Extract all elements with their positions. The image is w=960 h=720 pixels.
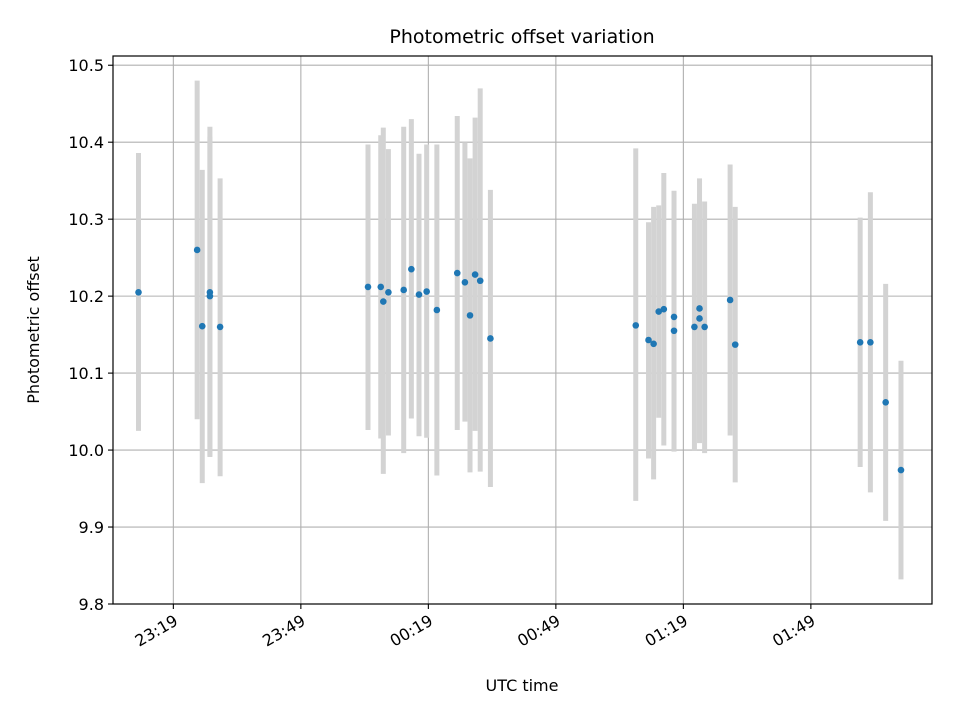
data-point (385, 288, 392, 296)
y-tick-label: 9.8 (79, 595, 104, 614)
data-point (670, 327, 678, 335)
data-point (726, 296, 734, 304)
data-point (882, 399, 889, 406)
data-point (461, 278, 469, 286)
data-point (867, 339, 874, 346)
data-point (466, 312, 474, 319)
data-point (487, 335, 494, 342)
data-points (135, 246, 905, 474)
data-point (691, 323, 698, 331)
data-point (400, 286, 408, 294)
chart-title: Photometric offset variation (389, 26, 654, 48)
data-point (423, 288, 430, 295)
data-point (645, 336, 652, 344)
data-point (453, 269, 461, 277)
data-point (193, 246, 201, 254)
y-tick-label: 10.2 (68, 287, 104, 306)
y-tick-label: 9.9 (79, 518, 104, 537)
data-point (650, 340, 657, 348)
plot-frame (112, 55, 933, 605)
data-point (380, 298, 387, 305)
data-point (206, 292, 214, 300)
data-point (897, 466, 905, 474)
data-point (696, 315, 703, 322)
y-axis: 9.8 9.9 10.0 10.1 10.2 10.3 10.4 10.5 (68, 56, 113, 614)
data-point (660, 305, 668, 313)
data-point (433, 306, 441, 314)
data-point (216, 323, 224, 331)
y-tick-label: 10.0 (68, 441, 104, 460)
data-point (731, 341, 739, 348)
data-point (632, 322, 640, 329)
data-point (364, 283, 372, 291)
data-point (408, 265, 415, 273)
y-tick-label: 10.4 (68, 133, 104, 152)
data-point (476, 277, 484, 285)
data-point (701, 323, 708, 331)
data-point (415, 291, 423, 298)
y-tick-label: 10.5 (68, 56, 104, 75)
data-point (471, 271, 479, 278)
x-axis-title: UTC time (486, 676, 559, 695)
data-point (377, 283, 385, 291)
data-point (696, 305, 703, 312)
data-point (655, 308, 663, 315)
data-point (198, 322, 206, 330)
y-tick-label: 10.3 (68, 210, 104, 229)
data-point (135, 288, 142, 296)
y-axis-title: Photometric offset (24, 256, 43, 404)
y-tick-label: 10.1 (68, 364, 104, 383)
data-point (670, 313, 678, 321)
data-point (856, 339, 864, 346)
